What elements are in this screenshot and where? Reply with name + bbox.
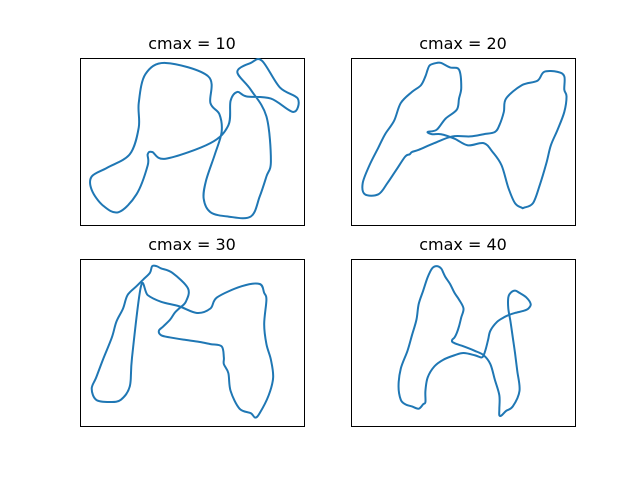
subplot-1-series-line — [89, 58, 300, 220]
subplot-1: cmax = 10 — [80, 34, 305, 226]
subplot-1-frame — [80, 58, 305, 226]
subplot-2: cmax = 20 — [351, 34, 576, 226]
subplot-3-series-line — [90, 264, 275, 419]
subplot-4-series-line — [397, 265, 532, 418]
subplot-3: cmax = 30 — [80, 235, 305, 427]
subplot-1-title: cmax = 10 — [148, 34, 236, 53]
subplot-2-title: cmax = 20 — [419, 34, 507, 53]
subplot-2-series-line — [361, 61, 568, 210]
subplot-4-title: cmax = 40 — [419, 235, 507, 254]
subplot-2-frame — [351, 58, 576, 226]
subplot-4: cmax = 40 — [351, 235, 576, 427]
subplot-4-frame — [351, 259, 576, 427]
subplot-3-title: cmax = 30 — [148, 235, 236, 254]
